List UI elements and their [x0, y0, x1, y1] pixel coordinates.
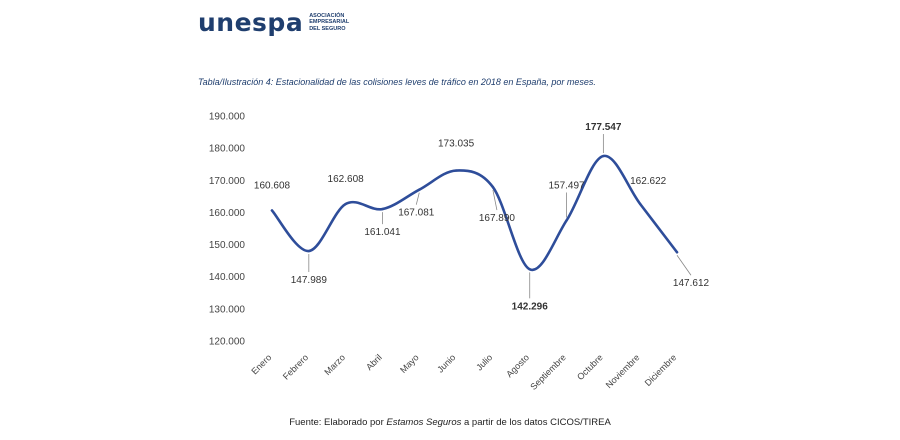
data-label-leader — [492, 189, 498, 211]
figure-caption: Tabla/Ilustración 4: Estacionalidad de l… — [198, 77, 596, 87]
x-tick-label: Junio — [435, 352, 457, 374]
logo-subline-2: EMPRESARIAL — [309, 19, 350, 26]
x-tick-label: Mayo — [398, 352, 421, 375]
unespa-logo: unespa ASOCIACIÓN EMPRESARIAL DEL SEGURO — [198, 8, 349, 37]
data-point — [491, 185, 495, 189]
data-label-leader — [415, 192, 420, 205]
y-tick-label: 120.000 — [209, 337, 246, 348]
data-point — [307, 249, 311, 253]
x-tick-label: Septiembre — [528, 352, 568, 392]
data-label: 177.547 — [585, 122, 622, 133]
x-tick-label: Agosto — [504, 352, 531, 379]
y-tick-label: 150.000 — [209, 240, 246, 251]
y-tick-label: 180.000 — [209, 144, 246, 155]
x-tick-label: Abril — [364, 352, 384, 372]
data-point — [454, 169, 458, 172]
data-label: 162.608 — [328, 174, 365, 185]
data-point — [418, 188, 421, 191]
data-point — [270, 209, 274, 212]
x-tick-label: Enero — [249, 352, 273, 376]
data-label: 157.497 — [548, 180, 585, 191]
y-tick-label: 130.000 — [209, 304, 246, 315]
source-emphasis: Estamos Seguros — [386, 417, 462, 428]
data-point — [638, 202, 642, 206]
y-tick-label: 160.000 — [209, 208, 246, 219]
series-line — [270, 154, 679, 272]
data-label: 147.612 — [673, 278, 710, 289]
data-point — [675, 251, 679, 254]
x-tick-label: Marzo — [322, 352, 347, 377]
x-tick-label: Noviembre — [604, 352, 642, 390]
data-label: 142.296 — [512, 301, 549, 312]
data-point — [528, 268, 531, 271]
source-note: Fuente: Elaborado por Estamos Seguros a … — [0, 417, 900, 428]
x-tick-label: Diciembre — [643, 352, 679, 388]
data-label: 162.622 — [630, 176, 667, 187]
y-tick-label: 140.000 — [209, 272, 246, 283]
data-point — [344, 202, 347, 206]
logo-subline-3: DEL SEGURO — [309, 25, 346, 32]
data-label: 173.035 — [438, 139, 475, 150]
data-label-leader — [676, 255, 692, 276]
x-tick-label: Febrero — [281, 352, 310, 381]
data-point — [602, 154, 605, 158]
data-point — [381, 207, 384, 211]
data-label: 167.081 — [398, 208, 435, 219]
logo-wordmark: unespa — [198, 8, 304, 37]
data-label: 160.608 — [254, 180, 291, 191]
logo-subline: ASOCIACIÓN EMPRESARIAL DEL SEGURO — [309, 13, 349, 33]
source-prefix: Fuente: Elaborado por — [289, 417, 387, 428]
data-point — [565, 219, 568, 222]
y-tick-label: 190.000 — [209, 112, 246, 123]
x-tick-label: Julio — [474, 352, 494, 372]
data-label: 161.041 — [364, 227, 401, 238]
x-tick-label: Octubre — [575, 352, 605, 382]
source-suffix: a partir de los datos CICOS/TIREA — [461, 417, 611, 428]
y-tick-label: 170.000 — [209, 176, 246, 187]
data-label: 167.890 — [479, 213, 516, 224]
data-label: 147.989 — [291, 275, 328, 286]
logo-subline-1: ASOCIACIÓN — [309, 12, 345, 19]
